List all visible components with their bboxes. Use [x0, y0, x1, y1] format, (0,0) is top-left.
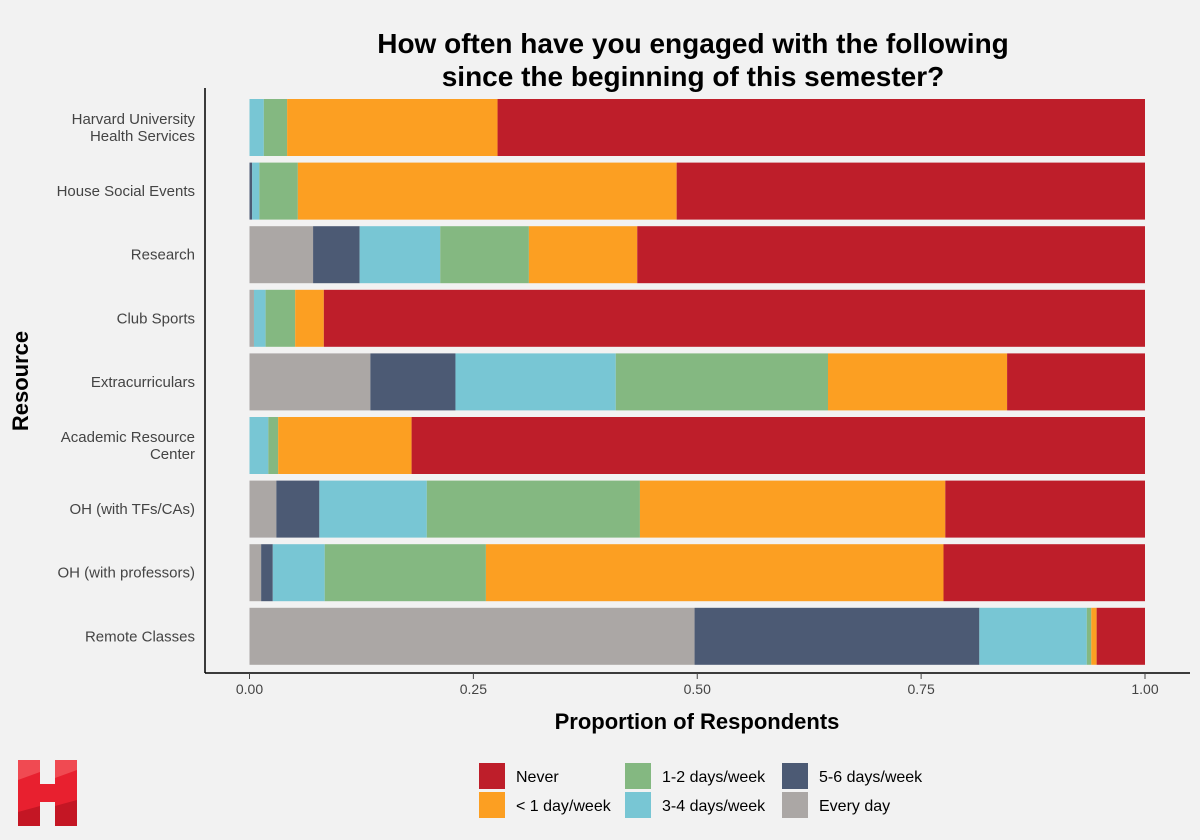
- harvard-h-logo: [18, 760, 77, 826]
- y-tick-label-7: OH (with TFs/CAs): [69, 501, 195, 518]
- y-tick-label-4: Club Sports: [117, 310, 195, 327]
- bar-2-never: [676, 162, 1145, 220]
- bar-1-3-4-days-week: [249, 99, 264, 156]
- bar-2-3-4-days-week: [252, 162, 260, 220]
- y-tick-label-2: House Social Events: [57, 183, 195, 200]
- bar-2-1-2-days-week: [259, 162, 298, 220]
- y-tick-label-9: Remote Classes: [85, 628, 195, 645]
- chart-title-line-1: How often have you engaged with the foll…: [377, 28, 1009, 59]
- legend-label--1-day-week: < 1 day/week: [516, 798, 612, 815]
- bar-7--1-day-week: [639, 480, 946, 538]
- bar-9-never: [1096, 607, 1145, 665]
- chart-title-line-2: since the beginning of this semester?: [442, 61, 945, 92]
- bar-5-never: [1007, 353, 1145, 411]
- bar-8-never: [943, 544, 1145, 602]
- x-tick-label-3: 0.50: [684, 681, 711, 697]
- bar-6-never: [411, 417, 1145, 474]
- bar-7-5-6-days-week: [276, 480, 320, 538]
- bar-5--1-day-week: [827, 353, 1008, 411]
- legend-swatch-every-day: [782, 792, 808, 818]
- bar-2--1-day-week: [297, 162, 677, 220]
- bar-1--1-day-week: [287, 99, 498, 156]
- y-tick-label-3: Research: [131, 247, 195, 264]
- legend-swatch--1-day-week: [479, 792, 505, 818]
- bar-6-1-2-days-week: [268, 417, 279, 474]
- legend-swatch-1-2-days-week: [625, 763, 651, 789]
- bar-3--1-day-week: [528, 226, 638, 284]
- bar-3-5-6-days-week: [313, 226, 360, 284]
- bar-5-every-day: [249, 353, 371, 411]
- x-tick-label-5: 1.00: [1131, 681, 1158, 697]
- y-tick-label-1: Harvard University Health Services: [72, 111, 196, 145]
- bar-9-1-2-days-week: [1086, 607, 1092, 665]
- legend: Never < 1 day/week 1-2 days/week 3-4 days/w…: [479, 763, 923, 818]
- bar-7-1-2-days-week: [426, 480, 640, 538]
- bar-3-every-day: [249, 226, 314, 284]
- bar-3-never: [637, 226, 1145, 284]
- bar-7-3-4-days-week: [319, 480, 427, 538]
- bar-5-3-4-days-week: [455, 353, 616, 411]
- bar-9--1-day-week: [1091, 607, 1097, 665]
- legend-label-3-4-days-week: 3-4 days/week: [662, 798, 766, 815]
- y-tick-label-8: OH (with professors): [57, 565, 195, 582]
- bar-8-5-6-days-week: [261, 544, 273, 602]
- bar-3-1-2-days-week: [440, 226, 529, 284]
- legend-swatch-never: [479, 763, 505, 789]
- y-tick-label-5: Extracurriculars: [91, 374, 195, 391]
- bar-9-3-4-days-week: [979, 607, 1087, 665]
- x-axis-title: Proportion of Respondents: [555, 709, 840, 734]
- legend-label-1-2-days-week: 1-2 days/week: [662, 769, 766, 786]
- bar-8-every-day: [249, 544, 262, 602]
- bar-5-1-2-days-week: [615, 353, 828, 411]
- bar-7-never: [945, 480, 1145, 538]
- x-tick-labels: 0.00 0.25 0.50 0.75 1.00: [236, 673, 1159, 697]
- y-tick-labels: Harvard University Health Services House S…: [57, 111, 196, 645]
- bar-5-5-6-days-week: [370, 353, 456, 411]
- bar-1-never: [497, 99, 1146, 156]
- chart-title: How often have you engaged with the foll…: [377, 28, 1009, 92]
- bar-2-5-6-days-week: [249, 162, 253, 220]
- bar-4-every-day: [249, 289, 254, 347]
- bar-9-5-6-days-week: [694, 607, 980, 665]
- legend-swatch-5-6-days-week: [782, 763, 808, 789]
- legend-label-never: Never: [516, 769, 559, 786]
- bar-4-3-4-days-week: [253, 289, 266, 347]
- bar-8-1-2-days-week: [324, 544, 486, 602]
- x-tick-label-1: 0.00: [236, 681, 263, 697]
- bar-1-1-2-days-week: [263, 99, 288, 156]
- bar-3-3-4-days-week: [359, 226, 441, 284]
- y-tick-label-6: Academic Resource Center: [61, 429, 195, 463]
- x-tick-label-2: 0.25: [460, 681, 487, 697]
- y-axis-title: Resource: [8, 331, 33, 431]
- bar-6-3-4-days-week: [249, 417, 269, 474]
- bar-7-every-day: [249, 480, 277, 538]
- bar-4-never: [323, 289, 1145, 347]
- bars-group: [249, 99, 1146, 665]
- bar-6--1-day-week: [278, 417, 412, 474]
- bar-8--1-day-week: [485, 544, 944, 602]
- bar-4--1-day-week: [295, 289, 324, 347]
- legend-label-every-day: Every day: [819, 798, 890, 815]
- bar-9-every-day: [249, 607, 695, 665]
- legend-swatch-3-4-days-week: [625, 792, 651, 818]
- bar-8-3-4-days-week: [272, 544, 325, 602]
- x-tick-label-4: 0.75: [908, 681, 935, 697]
- legend-label-5-6-days-week: 5-6 days/week: [819, 769, 923, 786]
- bar-4-1-2-days-week: [265, 289, 296, 347]
